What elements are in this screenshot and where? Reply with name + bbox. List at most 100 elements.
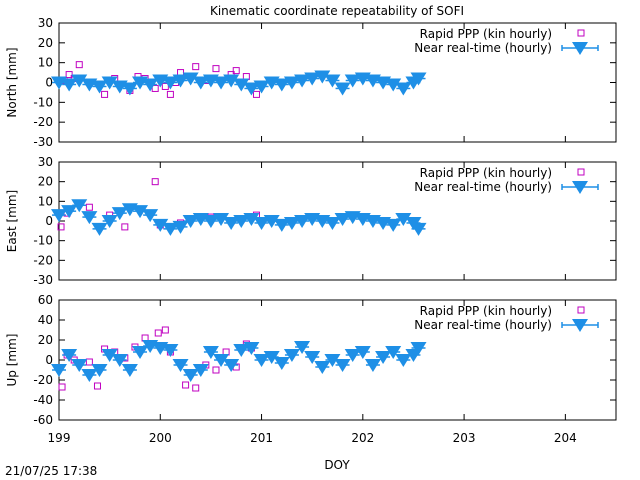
east-nrt-point xyxy=(334,213,351,227)
chart-title: Kinematic coordinate repeatability of SO… xyxy=(210,4,464,18)
up-nrt-point xyxy=(334,359,351,372)
east-y-tick-label: 0 xyxy=(45,214,53,228)
north-nrt-point xyxy=(395,82,412,96)
north-nrt-point xyxy=(273,78,290,92)
north-nrt-point xyxy=(61,78,78,92)
north-y-tick-label: 30 xyxy=(38,16,53,30)
up-ppp-point xyxy=(212,366,220,374)
up-nrt-point xyxy=(101,349,118,362)
up-nrt-point xyxy=(213,354,230,367)
north-nrt-point xyxy=(294,74,311,88)
up-nrt-point xyxy=(192,364,209,377)
up-nrt-point xyxy=(71,359,88,372)
east-nrt-point xyxy=(233,215,250,228)
up-nrt-point xyxy=(81,369,98,382)
north-nrt-point xyxy=(162,76,179,90)
up-y-tick-label: -60 xyxy=(33,413,53,427)
east-panel: 30 20 10 0 -10 -20 -30 East [mm] Rapid PPP (kin … xyxy=(5,155,617,287)
up-nrt-point xyxy=(121,364,138,377)
north-y-axis-label: North [mm] xyxy=(5,47,19,117)
up-nrt-point xyxy=(172,359,189,372)
east-nrt-point xyxy=(51,209,67,223)
east-nrt-point xyxy=(142,209,159,223)
east-nrt-point xyxy=(172,220,189,234)
up-y-tick-label: -20 xyxy=(33,373,53,387)
x-tick-label: 204 xyxy=(554,431,577,445)
east-y-tick-label: 20 xyxy=(38,175,53,189)
north-ppp-point xyxy=(101,90,109,98)
east-nrt-point xyxy=(101,215,118,228)
east-nrt-point xyxy=(273,218,290,232)
up-legend-ppp-label: Rapid PPP (kin hourly) xyxy=(420,304,552,318)
north-nrt-point xyxy=(121,82,138,96)
up-legend: Rapid PPP (kin hourly)Near real-time (ho… xyxy=(414,304,599,332)
east-y-tick-label: 30 xyxy=(38,155,53,169)
north-legend-nrt-label: Near real-time (hourly) xyxy=(414,41,552,55)
east-nrt-point xyxy=(202,215,219,228)
east-nrt-point xyxy=(253,216,270,230)
north-nrt-point xyxy=(324,74,341,88)
up-nrt-point xyxy=(324,354,341,367)
up-nrt-point xyxy=(294,341,311,354)
north-panel: 30 20 10 0 -10 -20 -30 North [mm] Rapid PPP (kin… xyxy=(5,16,617,149)
up-nrt-point xyxy=(182,369,199,382)
up-nrt-point xyxy=(61,349,78,362)
up-legend-nrt-marker xyxy=(572,319,588,332)
north-nrt-point xyxy=(213,76,230,90)
north-nrt-point xyxy=(71,74,88,88)
east-nrt-point xyxy=(81,211,98,225)
north-nrt-point xyxy=(182,72,199,86)
east-y-tick-label: 10 xyxy=(38,194,53,208)
east-nrt-point xyxy=(294,215,311,228)
x-tick-label: 202 xyxy=(351,431,374,445)
east-nrt-point xyxy=(61,205,78,219)
north-y-tick-label: 0 xyxy=(45,76,53,90)
up-y-tick-label: 60 xyxy=(38,293,53,307)
east-nrt-point xyxy=(385,218,402,232)
east-legend-nrt-label: Near real-time (hourly) xyxy=(414,180,552,194)
up-nrt-point xyxy=(395,354,412,367)
east-y-tick-label: -30 xyxy=(33,273,53,287)
east-ppp-point xyxy=(151,178,159,186)
up-nrt-point xyxy=(223,359,240,372)
north-nrt-point xyxy=(304,72,321,86)
north-ppp-point xyxy=(161,82,169,90)
east-y-tick-label: -10 xyxy=(33,234,53,248)
east-y-tick-label: -20 xyxy=(33,253,53,267)
north-nrt-point xyxy=(192,76,209,90)
north-nrt-point xyxy=(410,72,427,86)
up-nrt-point xyxy=(375,351,392,364)
east-nrt-point xyxy=(223,216,240,230)
up-nrt-point xyxy=(283,349,300,362)
x-tick-label: 201 xyxy=(250,431,273,445)
up-nrt-point xyxy=(364,359,381,372)
up-nrt-point xyxy=(354,346,371,359)
north-nrt-point xyxy=(334,82,351,96)
north-ppp-point xyxy=(252,90,260,98)
north-nrt-point xyxy=(243,82,260,96)
east-nrt-point xyxy=(283,216,300,230)
up-y-tick-label: 40 xyxy=(38,313,53,327)
east-nrt-point xyxy=(324,216,341,230)
north-ppp-point xyxy=(212,65,220,73)
east-nrt-point xyxy=(395,213,412,227)
up-ppp-point xyxy=(161,326,169,334)
up-ppp-point xyxy=(93,382,101,390)
east-nrt-point xyxy=(162,222,179,236)
east-ppp-point xyxy=(57,223,65,231)
east-legend-nrt-marker xyxy=(572,181,588,194)
timestamp: 21/07/25 17:38 xyxy=(5,464,97,478)
north-y-tick-label: 10 xyxy=(38,56,53,70)
east-nrt-point xyxy=(182,215,199,228)
east-y-axis-label: East [mm] xyxy=(5,190,19,252)
north-y-tick-label: -10 xyxy=(33,95,53,109)
east-nrt-point xyxy=(71,199,88,213)
north-ppp-point xyxy=(75,61,83,69)
up-nrt-point xyxy=(51,364,67,377)
up-nrt-point xyxy=(263,351,280,364)
north-nrt-point xyxy=(344,74,361,88)
north-ppp-point xyxy=(192,63,200,71)
up-y-tick-label: 0 xyxy=(45,353,53,367)
east-nrt-point xyxy=(263,215,280,228)
up-y-tick-label: -40 xyxy=(33,393,53,407)
